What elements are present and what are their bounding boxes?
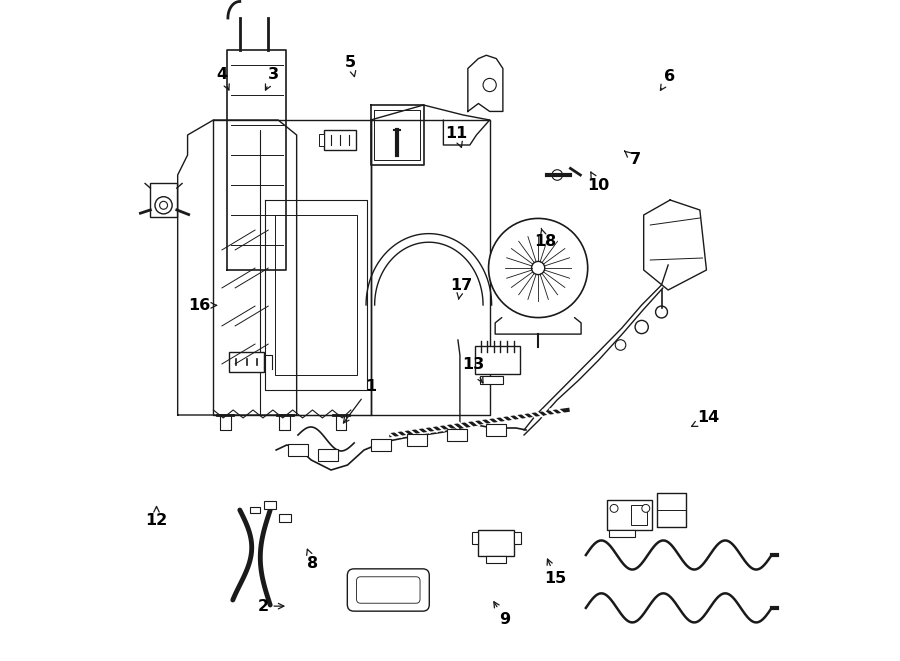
Bar (324, 130, 356, 150)
Bar (318, 449, 338, 461)
Bar (608, 500, 652, 530)
Text: 10: 10 (587, 172, 609, 192)
Bar (608, 529, 635, 537)
Bar (279, 514, 291, 522)
Polygon shape (265, 200, 367, 390)
Text: 12: 12 (146, 506, 167, 528)
Bar (265, 501, 276, 509)
Text: 7: 7 (625, 151, 641, 167)
FancyBboxPatch shape (356, 577, 420, 603)
Text: 8: 8 (307, 549, 318, 570)
Text: 4: 4 (216, 67, 230, 90)
Bar (486, 555, 506, 563)
Bar (480, 376, 503, 384)
Bar (446, 429, 466, 441)
Bar (486, 424, 506, 436)
Text: 5: 5 (346, 56, 356, 77)
Text: 15: 15 (544, 559, 567, 586)
Bar (407, 434, 427, 446)
Circle shape (483, 79, 496, 92)
Bar (475, 346, 520, 374)
Bar (288, 444, 308, 456)
Text: 14: 14 (691, 410, 720, 426)
Circle shape (635, 321, 648, 334)
Text: 6: 6 (661, 69, 675, 91)
Circle shape (610, 504, 618, 512)
Polygon shape (374, 242, 483, 311)
Bar (371, 439, 391, 451)
Text: 11: 11 (446, 126, 468, 147)
Text: 18: 18 (534, 228, 556, 249)
Polygon shape (371, 120, 490, 415)
Bar (631, 505, 647, 525)
Polygon shape (213, 120, 371, 415)
Circle shape (159, 202, 167, 210)
Circle shape (552, 170, 562, 180)
Circle shape (616, 340, 625, 350)
FancyBboxPatch shape (347, 569, 429, 611)
Text: 3: 3 (266, 67, 279, 90)
Bar (150, 184, 176, 217)
Text: 17: 17 (450, 278, 472, 299)
Polygon shape (177, 120, 297, 415)
Bar (514, 531, 521, 543)
Text: 16: 16 (188, 298, 217, 313)
Polygon shape (468, 56, 503, 112)
Text: 9: 9 (494, 602, 510, 627)
Bar (478, 530, 515, 555)
Polygon shape (644, 200, 706, 290)
Circle shape (489, 218, 588, 317)
Bar (230, 352, 264, 372)
Polygon shape (227, 50, 286, 270)
Polygon shape (371, 105, 424, 165)
Bar (250, 507, 260, 514)
Circle shape (655, 306, 668, 318)
Circle shape (532, 261, 544, 274)
Text: 1: 1 (344, 379, 376, 423)
Text: 13: 13 (462, 358, 484, 383)
Bar (319, 134, 324, 146)
Circle shape (642, 504, 650, 512)
Bar (472, 531, 479, 543)
Circle shape (155, 197, 172, 214)
Text: 2: 2 (257, 599, 284, 613)
